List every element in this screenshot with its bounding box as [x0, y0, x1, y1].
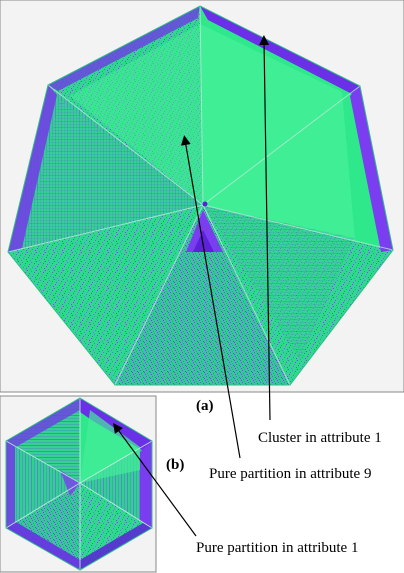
panel-b [0, 395, 157, 573]
purple-band-right [350, 86, 393, 252]
hexagon-purple-band-top-left [6, 398, 80, 448]
hexagon-purple-band-right [140, 441, 152, 528]
annotation-cluster-attr1: Cluster in attribute 1 [258, 430, 382, 446]
inner-stripes-left [24, 100, 203, 244]
heptagon-segment-bottom-left [8, 205, 203, 385]
arrow-pure-partition-attr9 [180, 135, 241, 459]
hexagon-segment-left [6, 441, 80, 528]
hexagon-purple-inner [60, 470, 80, 496]
purple-wedge-center-core [193, 230, 214, 252]
purple-band-top-right [200, 6, 360, 94]
panel-a [0, 0, 404, 393]
hexagon-outline [5, 397, 153, 571]
inner-green-top-left [70, 24, 203, 205]
inner-stripes-bottom-right [203, 205, 354, 360]
annotation-pure-partition-attr9: Pure partition in attribute 9 [209, 466, 371, 482]
hexagon-purple-band-left [6, 441, 15, 528]
purple-band-top-left [48, 6, 200, 91]
hexagon-purple-band-bottom-right [80, 523, 152, 570]
panel-b-label: (b) [166, 457, 184, 473]
hexagon-inner-green [80, 410, 140, 483]
purple-wedge-center [186, 210, 223, 252]
heptagon-outline [7, 5, 394, 386]
panel-a-label: (a) [196, 398, 214, 414]
hexagon-segment-bottom-right [80, 483, 152, 570]
arrow-cluster-attr1 [259, 35, 271, 421]
inner-green-top-right [200, 24, 355, 240]
heptagon-segment-bottom [115, 205, 290, 385]
center-point [202, 201, 208, 207]
hexagon-purple-band-bottom-left [6, 522, 80, 570]
hexagon-dividers [5, 398, 153, 570]
hexagon-segment-bottom-left [6, 483, 80, 570]
segment-dividers [7, 5, 394, 386]
annotation-pure-partition-attr1: Pure partition in attribute 1 [196, 540, 358, 556]
purple-band-left [8, 85, 57, 252]
annotation-arrows [113, 35, 271, 537]
arrow-pure-partition-attr1 [113, 422, 197, 537]
